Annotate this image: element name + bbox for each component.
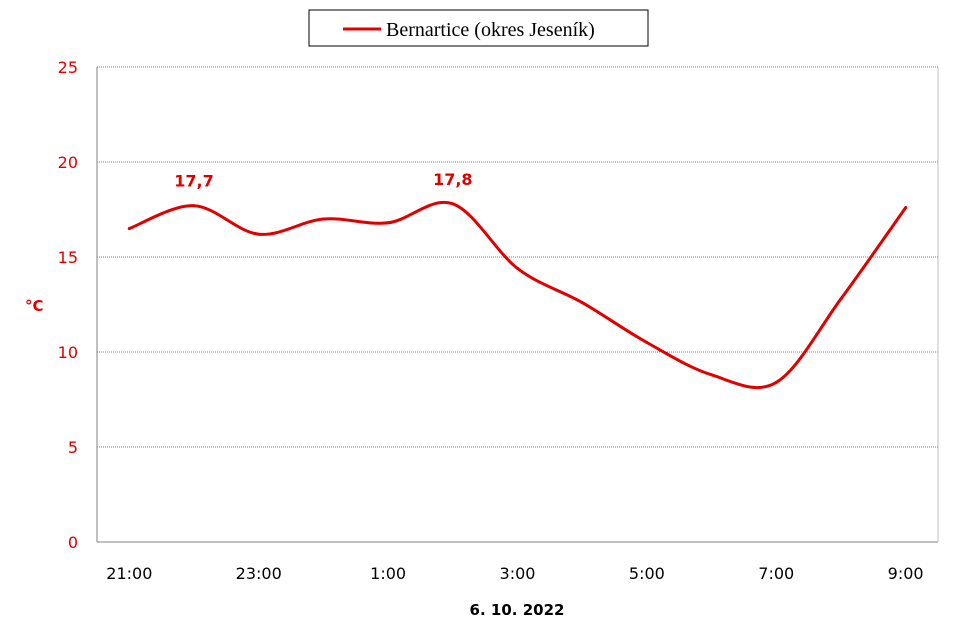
x-tick-label: 23:00 (236, 564, 282, 583)
data-point (645, 341, 649, 344)
y-tick-label: 15 (58, 248, 78, 267)
y-tick-label: 0 (68, 533, 78, 552)
y-tick-label: 5 (68, 438, 78, 457)
x-tick-label: 9:00 (888, 564, 924, 583)
data-labels: 17,7 17,8 (174, 170, 472, 191)
data-point (451, 202, 455, 206)
series-group (127, 200, 908, 390)
gridlines (97, 66, 938, 448)
data-label: 17,7 (174, 172, 213, 191)
data-point (192, 204, 196, 208)
data-point (257, 232, 261, 236)
data-point (839, 297, 843, 301)
data-label: 17,8 (433, 170, 472, 189)
x-axis-ticks: 21:00 23:00 1:00 3:00 5:00 7:00 9:00 (106, 564, 923, 583)
y-tick-label: 10 (58, 343, 78, 362)
data-point (321, 217, 325, 221)
data-point (774, 380, 778, 384)
y-tick-label: 25 (58, 58, 78, 77)
x-axis-label: 6. 10. 2022 (470, 601, 565, 619)
x-tick-label: 21:00 (106, 564, 152, 583)
x-tick-label: 1:00 (370, 564, 406, 583)
legend: Bernartice (okres Jeseník) (308, 9, 649, 47)
y-tick-label: 20 (58, 153, 78, 172)
data-point (127, 227, 131, 230)
data-point (904, 206, 908, 210)
x-tick-label: 5:00 (629, 564, 665, 583)
x-tick-label: 3:00 (500, 564, 536, 583)
data-point (386, 221, 390, 225)
y-axis-label: °C (25, 297, 44, 315)
x-tick-label: 7:00 (758, 564, 794, 583)
legend-label: Bernartice (okres Jeseník) (386, 19, 595, 41)
axes (96, 67, 939, 543)
data-point (580, 301, 584, 305)
y-axis-ticks: 0 5 10 15 20 25 (58, 58, 78, 552)
series-line (127, 200, 908, 390)
data-point (710, 373, 714, 377)
data-point (516, 266, 519, 270)
